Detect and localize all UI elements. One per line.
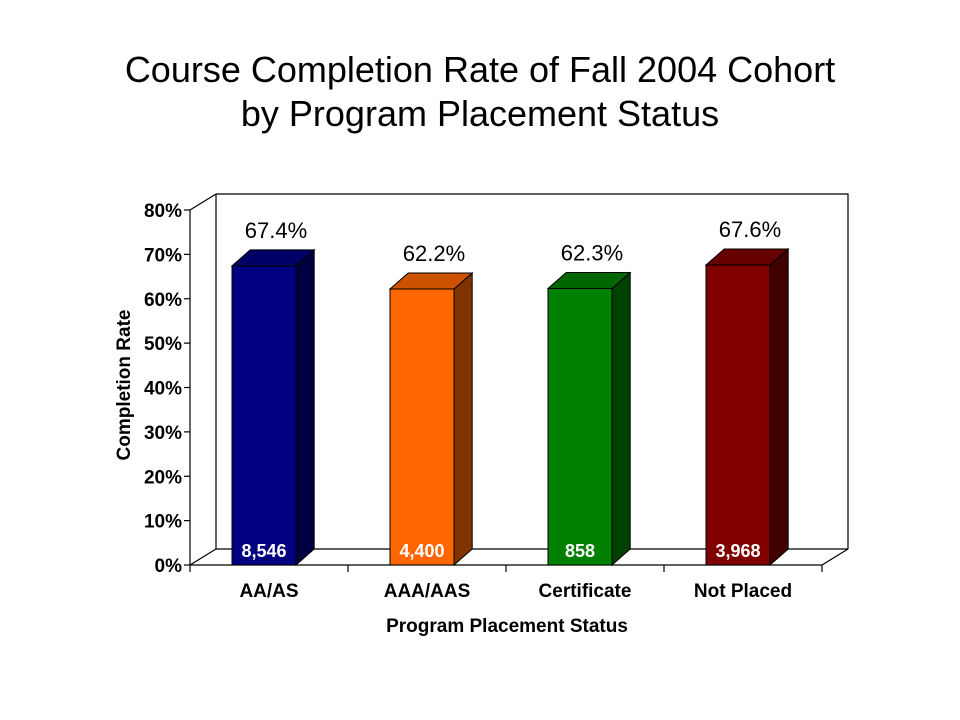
y-tick-label: 20%: [144, 467, 182, 488]
y-tick-label: 0%: [155, 556, 183, 577]
chart-title: Course Completion Rate of Fall 2004 Coho…: [0, 48, 960, 136]
wall-top-diagonal: [189, 193, 217, 211]
x-axis-categories: AA/AS AAA/AAS Certificate Not Placed: [189, 565, 823, 602]
x-category-label: Certificate: [539, 581, 632, 602]
bar-front: [231, 265, 297, 566]
bar-front: [547, 288, 613, 566]
back-wall: [216, 193, 849, 549]
bar-count-label: 8,546: [241, 541, 286, 561]
bar: 67.4% 8,546: [230, 218, 316, 567]
floor-right-diagonal: [821, 548, 849, 566]
bar-side: [295, 248, 315, 567]
y-tick-label: 80%: [144, 201, 182, 222]
y-axis-title: Completion Rate: [114, 310, 135, 461]
bar-front: [389, 288, 455, 566]
x-category-label: AA/AS: [239, 581, 298, 602]
bar-count-label: 4,400: [399, 541, 444, 561]
chart-title-line-1: Course Completion Rate of Fall 2004 Coho…: [124, 49, 836, 90]
bar: 62.2% 4,400: [388, 241, 474, 567]
x-category-label: AAA/AAS: [384, 581, 471, 602]
bar-side: [453, 271, 473, 567]
bar-front: [705, 264, 771, 566]
bar: 62.3% 858: [546, 241, 632, 567]
bar-value-label: 67.6%: [719, 217, 781, 242]
bar-side: [769, 247, 789, 567]
x-category-label: Not Placed: [694, 581, 792, 602]
bar: 67.6% 3,968: [704, 217, 790, 567]
y-tick-label: 40%: [144, 379, 182, 400]
floor-left-diagonal: [189, 548, 217, 566]
bar-side: [611, 271, 631, 567]
y-axis-ticks: 0% 10% 20% 30% 40% 50% 60% 70% 80%: [144, 201, 190, 577]
bars: 67.4% 8,546 62.2% 4,400 62.3% 858 67.6% 3,968: [230, 217, 790, 567]
y-tick-label: 50%: [144, 334, 182, 355]
y-tick-label: 60%: [144, 290, 182, 311]
bar-count-label: 3,968: [715, 541, 760, 561]
y-tick-label: 30%: [144, 423, 182, 444]
bar-value-label: 62.3%: [561, 241, 623, 266]
bar-value-label: 62.2%: [403, 241, 465, 266]
chart-title-line-2: by Program Placement Status: [240, 93, 720, 134]
x-axis-title: Program Placement Status: [386, 616, 628, 637]
y-tick-label: 70%: [144, 245, 182, 266]
y-tick-label: 10%: [144, 512, 182, 533]
bar-value-label: 67.4%: [245, 218, 307, 243]
bar-count-label: 858: [565, 541, 595, 561]
